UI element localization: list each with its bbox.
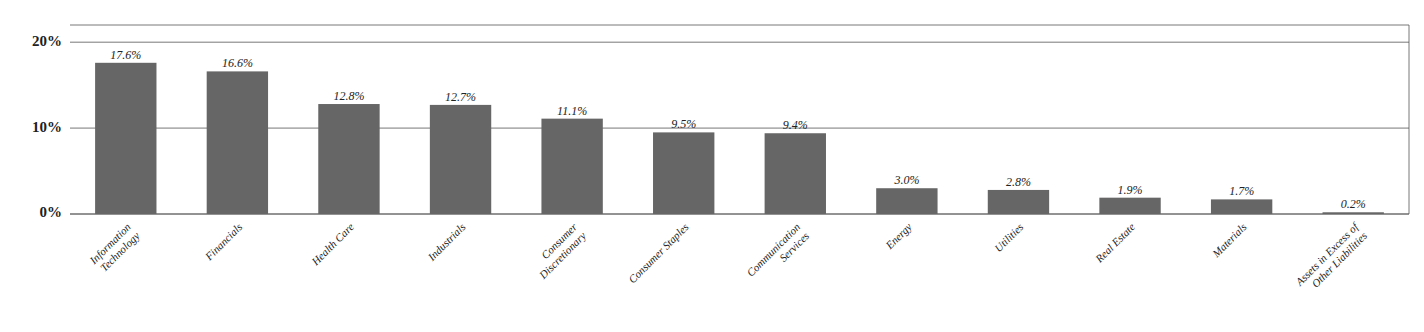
- frame-right: [1409, 25, 1410, 214]
- x-tick-label: Financials: [202, 221, 244, 263]
- bar: [207, 71, 268, 214]
- y-tick-label: 10%: [32, 119, 62, 135]
- data-label: 1.9%: [1118, 183, 1143, 197]
- data-label: 16.6%: [222, 56, 253, 70]
- x-tick-label-group: Consumer Staples: [626, 221, 691, 286]
- y-tick-label: 0%: [40, 204, 63, 220]
- data-label: 17.6%: [110, 48, 141, 62]
- data-label: 9.5%: [671, 117, 696, 131]
- x-tick-label-group: Energy: [883, 221, 914, 252]
- data-labels: 17.6% 16.6% 12.8% 12.7% 11.1% 9.5% 9.4% 3.0% 2.8…: [110, 48, 1365, 211]
- data-label: 9.4%: [783, 118, 808, 132]
- x-tick-label: Real Estate: [1092, 221, 1137, 266]
- x-tick-label: Materials: [1209, 221, 1248, 260]
- bar: [876, 188, 937, 214]
- bar: [541, 119, 602, 214]
- x-tick-label: ConsumerDiscretionary: [527, 220, 589, 282]
- x-tick-label: InformationTechnology: [87, 220, 143, 276]
- grid-line: [70, 214, 1409, 215]
- x-tick-label: Energy: [883, 221, 914, 252]
- bar: [1211, 199, 1272, 214]
- x-tick-label-group: CommunicationServices: [744, 220, 811, 287]
- x-tick-label: Consumer Staples: [626, 221, 691, 286]
- bar: [430, 105, 491, 214]
- x-tick-label-group: Utilities: [992, 221, 1026, 255]
- grid-line: [70, 128, 1409, 129]
- bars: [95, 63, 1384, 214]
- data-label: 0.2%: [1341, 197, 1366, 211]
- y-tick-label: 20%: [32, 33, 62, 49]
- frame-bottom: [70, 214, 1409, 215]
- x-tick-label-group: Materials: [1209, 221, 1248, 260]
- data-label: 11.1%: [557, 104, 587, 118]
- bar: [1323, 212, 1384, 214]
- data-label: 2.8%: [1006, 175, 1031, 189]
- x-tick-label-group: ConsumerDiscretionary: [527, 220, 589, 282]
- grid-line: [70, 42, 1409, 43]
- data-label: 12.7%: [445, 90, 476, 104]
- bar: [653, 132, 714, 214]
- x-tick-label-group: Assets in Excess ofOther Liabilities: [1293, 219, 1371, 297]
- y-tick-labels: 0% 10% 20%: [32, 33, 62, 221]
- x-tick-label-group: InformationTechnology: [87, 220, 143, 276]
- x-tick-label: Health Care: [308, 221, 356, 269]
- data-label: 1.7%: [1229, 184, 1254, 198]
- x-tick-label: CommunicationServices: [744, 220, 811, 287]
- bar: [1099, 198, 1160, 214]
- grid: [70, 42, 1409, 214]
- x-tick-label-group: Health Care: [308, 221, 356, 269]
- data-label: 12.8%: [333, 89, 364, 103]
- chart-container: 17.6% 16.6% 12.8% 12.7% 11.1% 9.5% 9.4% 3.0% 2.8…: [0, 0, 1424, 332]
- bar: [765, 133, 826, 214]
- bar: [988, 190, 1049, 214]
- x-tick-label-group: Real Estate: [1092, 221, 1137, 266]
- frame: [70, 25, 1409, 214]
- x-tick-label-group: Industrials: [425, 221, 468, 264]
- x-tick-label: Utilities: [992, 221, 1026, 255]
- chart-svg: 17.6% 16.6% 12.8% 12.7% 11.1% 9.5% 9.4% 3.0% 2.8…: [0, 0, 1424, 332]
- frame-top: [70, 25, 1409, 26]
- x-tick-labels: InformationTechnology Financials Health Ca…: [87, 219, 1371, 297]
- x-tick-label-group: Financials: [202, 221, 244, 263]
- x-tick-label: Assets in Excess ofOther Liabilities: [1293, 219, 1371, 297]
- bar: [318, 104, 379, 214]
- bar: [95, 63, 156, 214]
- x-tick-label: Industrials: [425, 221, 468, 264]
- data-label: 3.0%: [893, 173, 919, 187]
